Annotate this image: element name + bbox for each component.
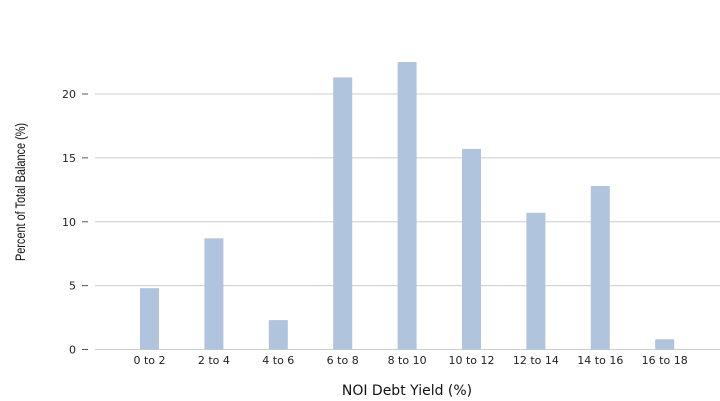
x-tick-label: 12 to 14 <box>513 354 559 367</box>
y-tick-label: 20 <box>62 88 76 101</box>
bar-6-to-8 <box>333 77 353 350</box>
y-tick-label: 15 <box>62 152 76 165</box>
y-tick-label: 10 <box>62 216 76 229</box>
y-tick-label: 5 <box>69 280 76 293</box>
x-tick-label: 10 to 12 <box>448 354 494 367</box>
y-tick-labels: 0 5 10 15 20 <box>62 88 88 357</box>
x-axis-label: NOI Debt Yield (%) <box>342 383 472 399</box>
bar-0-to-2 <box>140 288 159 350</box>
x-tick-label: 0 to 2 <box>133 354 165 367</box>
bar-4-to-6 <box>268 320 288 350</box>
bar-8-to-10 <box>397 62 417 350</box>
bar-12-to-14 <box>526 212 546 350</box>
x-tick-labels: 0 to 2 2 to 4 4 to 6 6 to 8 8 to 10 10 to 12 1… <box>133 354 687 367</box>
x-tick-label: 4 to 6 <box>262 354 294 367</box>
bars <box>140 62 675 350</box>
x-tick-label: 6 to 8 <box>327 354 359 367</box>
bar-16-to-18 <box>655 339 675 350</box>
bar-2-to-4 <box>204 238 224 350</box>
bar-10-to-12 <box>462 148 481 350</box>
bar-14-to-16 <box>590 185 610 350</box>
x-tick-label: 16 to 18 <box>642 354 688 367</box>
x-tick-label: 8 to 10 <box>388 354 427 367</box>
y-tick-label: 0 <box>69 344 76 357</box>
x-tick-label: 2 to 4 <box>198 354 230 367</box>
y-axis-label: Percent of Total Balance (%) <box>13 123 29 261</box>
x-tick-label: 14 to 16 <box>577 354 623 367</box>
